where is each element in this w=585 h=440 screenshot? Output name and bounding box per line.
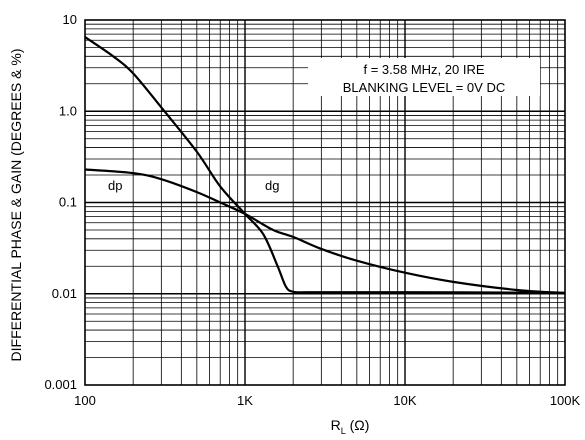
plot-frame: [84, 19, 566, 386]
x-tick-label: 100K: [550, 393, 581, 408]
annotation-line-2: BLANKING LEVEL = 0V DC: [343, 80, 505, 95]
series-label-dg: dg: [265, 178, 279, 193]
annotation-box: [308, 58, 540, 96]
x-axis-label-main: R: [331, 417, 341, 433]
x-tick-label: 1K: [237, 393, 253, 408]
x-tick-label: 100: [74, 393, 96, 408]
y-tick-label: 1.0: [59, 103, 77, 118]
x-axis-label-unit: (Ω): [346, 417, 370, 433]
y-axis-label: DIFFERENTIAL PHASE & GAIN (DEGREES & %): [8, 49, 24, 362]
ticks-layer: 100 1K 10K 100K 0.001 0.01 0.1 1.0 10: [44, 12, 580, 408]
x-axis-label-sub: L: [341, 426, 346, 436]
y-tick-label: 10: [63, 12, 77, 27]
x-axis-label: RL (Ω): [331, 417, 370, 436]
x-tick-label: 10K: [393, 393, 416, 408]
series-label-dp: dp: [108, 178, 122, 193]
series-line-dp: [84, 168, 566, 295]
y-tick-label: 0.001: [44, 377, 77, 392]
series-line-dg: [84, 36, 566, 295]
series-layer: [84, 36, 566, 295]
y-tick-label: 0.1: [59, 195, 77, 210]
annotation-line-1: f = 3.58 MHz, 20 IRE: [363, 62, 484, 77]
y-tick-label: 0.01: [52, 286, 77, 301]
